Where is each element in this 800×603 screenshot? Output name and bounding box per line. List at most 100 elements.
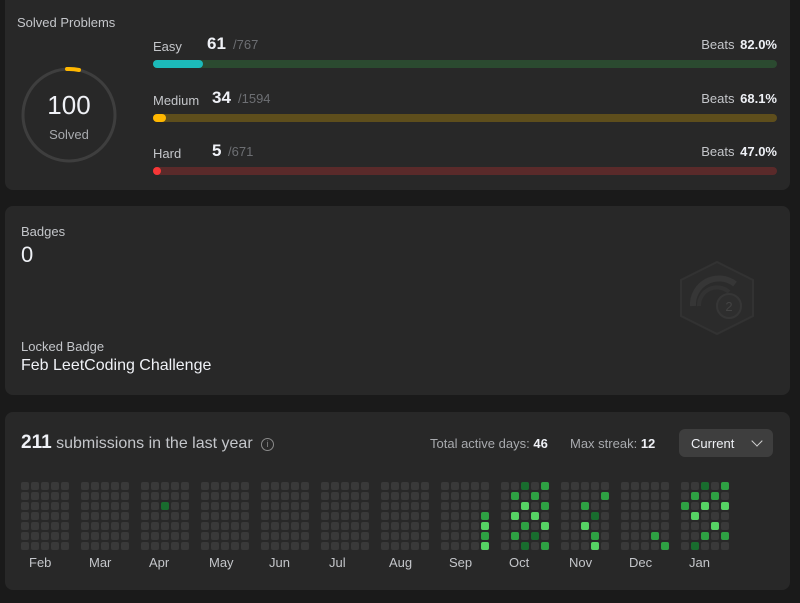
heatmap-cell[interactable] bbox=[651, 532, 659, 540]
heatmap-cell[interactable] bbox=[631, 492, 639, 500]
heatmap-cell[interactable] bbox=[641, 532, 649, 540]
heatmap-cell[interactable] bbox=[141, 542, 149, 550]
heatmap-cell[interactable] bbox=[181, 542, 189, 550]
heatmap-cell[interactable] bbox=[161, 502, 169, 510]
heatmap-cell[interactable] bbox=[621, 512, 629, 520]
heatmap-cell[interactable] bbox=[111, 542, 119, 550]
heatmap-cell[interactable] bbox=[81, 492, 89, 500]
heatmap-cell[interactable] bbox=[281, 492, 289, 500]
heatmap-cell[interactable] bbox=[481, 542, 489, 550]
heatmap-cell[interactable] bbox=[501, 542, 509, 550]
heatmap-cell[interactable] bbox=[401, 492, 409, 500]
heatmap-cell[interactable] bbox=[501, 482, 509, 490]
heatmap-cell[interactable] bbox=[331, 482, 339, 490]
heatmap-cell[interactable] bbox=[91, 482, 99, 490]
heatmap-cell[interactable] bbox=[531, 532, 539, 540]
heatmap-cell[interactable] bbox=[631, 502, 639, 510]
heatmap-cell[interactable] bbox=[181, 512, 189, 520]
heatmap-cell[interactable] bbox=[101, 482, 109, 490]
heatmap-cell[interactable] bbox=[231, 502, 239, 510]
heatmap-cell[interactable] bbox=[341, 482, 349, 490]
heatmap-cell[interactable] bbox=[641, 492, 649, 500]
heatmap-cell[interactable] bbox=[391, 512, 399, 520]
heatmap-cell[interactable] bbox=[681, 522, 689, 530]
heatmap-cell[interactable] bbox=[641, 542, 649, 550]
heatmap-cell[interactable] bbox=[61, 502, 69, 510]
heatmap-cell[interactable] bbox=[291, 492, 299, 500]
heatmap-cell[interactable] bbox=[571, 502, 579, 510]
heatmap-cell[interactable] bbox=[291, 542, 299, 550]
heatmap-cell[interactable] bbox=[201, 482, 209, 490]
heatmap-cell[interactable] bbox=[361, 542, 369, 550]
heatmap-cell[interactable] bbox=[111, 492, 119, 500]
heatmap-cell[interactable] bbox=[21, 522, 29, 530]
heatmap-cell[interactable] bbox=[391, 542, 399, 550]
heatmap-cell[interactable] bbox=[581, 492, 589, 500]
heatmap-cell[interactable] bbox=[601, 532, 609, 540]
heatmap-cell[interactable] bbox=[511, 542, 519, 550]
heatmap-cell[interactable] bbox=[221, 542, 229, 550]
heatmap-cell[interactable] bbox=[201, 502, 209, 510]
heatmap-cell[interactable] bbox=[31, 512, 39, 520]
heatmap-cell[interactable] bbox=[291, 522, 299, 530]
heatmap-cell[interactable] bbox=[111, 532, 119, 540]
heatmap-cell[interactable] bbox=[331, 542, 339, 550]
heatmap-cell[interactable] bbox=[221, 532, 229, 540]
heatmap-cell[interactable] bbox=[151, 502, 159, 510]
heatmap-cell[interactable] bbox=[181, 482, 189, 490]
heatmap-cell[interactable] bbox=[451, 502, 459, 510]
heatmap-cell[interactable] bbox=[271, 522, 279, 530]
heatmap-cell[interactable] bbox=[271, 532, 279, 540]
heatmap-cell[interactable] bbox=[331, 512, 339, 520]
heatmap-cell[interactable] bbox=[101, 532, 109, 540]
heatmap-cell[interactable] bbox=[201, 522, 209, 530]
heatmap-cell[interactable] bbox=[111, 482, 119, 490]
heatmap-cell[interactable] bbox=[201, 532, 209, 540]
heatmap-cell[interactable] bbox=[321, 492, 329, 500]
heatmap-cell[interactable] bbox=[281, 522, 289, 530]
heatmap-cell[interactable] bbox=[41, 542, 49, 550]
heatmap-cell[interactable] bbox=[51, 482, 59, 490]
heatmap-cell[interactable] bbox=[511, 482, 519, 490]
heatmap-cell[interactable] bbox=[111, 512, 119, 520]
heatmap-cell[interactable] bbox=[561, 482, 569, 490]
heatmap-cell[interactable] bbox=[381, 512, 389, 520]
heatmap-cell[interactable] bbox=[531, 522, 539, 530]
heatmap-cell[interactable] bbox=[461, 532, 469, 540]
heatmap-cell[interactable] bbox=[271, 512, 279, 520]
heatmap-cell[interactable] bbox=[211, 492, 219, 500]
heatmap-cell[interactable] bbox=[681, 532, 689, 540]
heatmap-cell[interactable] bbox=[701, 542, 709, 550]
heatmap-cell[interactable] bbox=[101, 542, 109, 550]
heatmap-cell[interactable] bbox=[291, 502, 299, 510]
heatmap-cell[interactable] bbox=[231, 532, 239, 540]
heatmap-cell[interactable] bbox=[331, 502, 339, 510]
heatmap-cell[interactable] bbox=[581, 532, 589, 540]
heatmap-cell[interactable] bbox=[351, 512, 359, 520]
heatmap-cell[interactable] bbox=[561, 522, 569, 530]
heatmap-cell[interactable] bbox=[501, 512, 509, 520]
heatmap-cell[interactable] bbox=[511, 512, 519, 520]
heatmap-cell[interactable] bbox=[601, 492, 609, 500]
heatmap-cell[interactable] bbox=[51, 542, 59, 550]
heatmap-cell[interactable] bbox=[231, 482, 239, 490]
heatmap-cell[interactable] bbox=[381, 502, 389, 510]
heatmap-cell[interactable] bbox=[501, 502, 509, 510]
heatmap-cell[interactable] bbox=[121, 512, 129, 520]
heatmap-cell[interactable] bbox=[141, 492, 149, 500]
heatmap-cell[interactable] bbox=[321, 482, 329, 490]
heatmap-cell[interactable] bbox=[481, 532, 489, 540]
heatmap-cell[interactable] bbox=[281, 542, 289, 550]
heatmap-cell[interactable] bbox=[31, 542, 39, 550]
heatmap-cell[interactable] bbox=[541, 502, 549, 510]
heatmap-cell[interactable] bbox=[471, 482, 479, 490]
heatmap-cell[interactable] bbox=[691, 542, 699, 550]
heatmap-cell[interactable] bbox=[41, 492, 49, 500]
heatmap-cell[interactable] bbox=[411, 522, 419, 530]
heatmap-cell[interactable] bbox=[441, 532, 449, 540]
heatmap-cell[interactable] bbox=[541, 512, 549, 520]
heatmap-cell[interactable] bbox=[651, 542, 659, 550]
heatmap-cell[interactable] bbox=[661, 532, 669, 540]
period-dropdown[interactable]: Current bbox=[679, 429, 773, 457]
heatmap-cell[interactable] bbox=[691, 532, 699, 540]
